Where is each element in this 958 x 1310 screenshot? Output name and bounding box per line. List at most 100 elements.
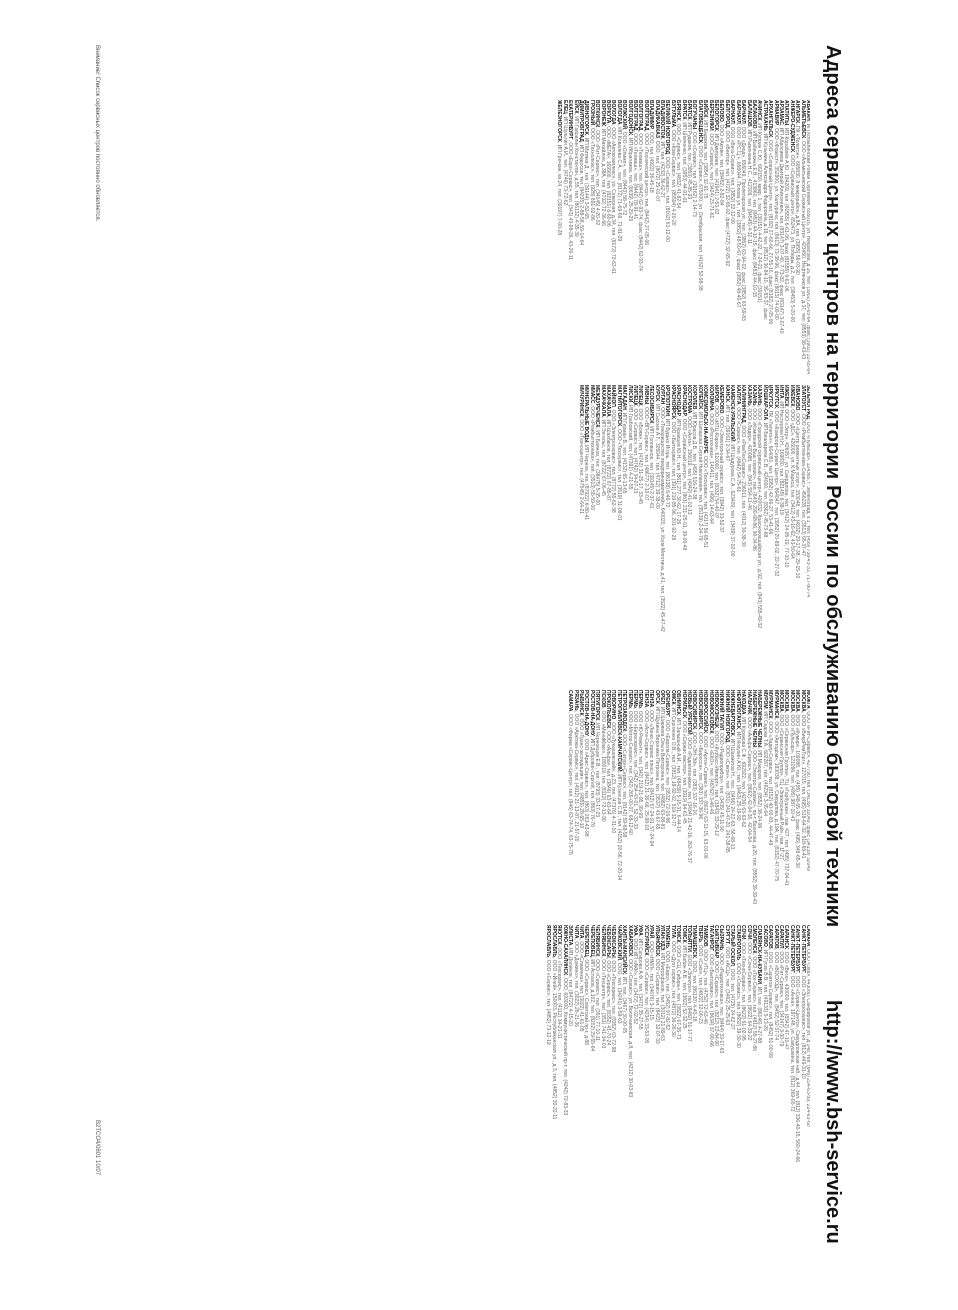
entry-details: , ИП Ибрагимов, тел. (8639) 25-29-29	[626, 135, 633, 222]
city-name: НАБЕРЕЖНЫЕ ЧЕЛНЫ	[756, 690, 763, 748]
city-name: МУРМАНСК	[772, 690, 779, 719]
city-name: КИРОВ	[713, 385, 720, 403]
entry-details: , ИП Баянов, тел. (38475) 5-35-00	[594, 427, 601, 506]
entry-details: , ООО «Р.С.Ц.», 656044, Попова ул., тел.…	[734, 123, 741, 308]
city-name: ВОЛОГДА	[615, 100, 622, 125]
entry-details: , ООО «Бытсервис», тел. (391) 219-85-96,…	[669, 418, 676, 541]
city-name: ВОЛОГДА	[610, 100, 617, 125]
entry-details: , ООО «Форест», 352900, ул. Халтурина, т…	[772, 125, 779, 320]
entry-details: , ООО «Вояж», тел. (4742) 31-25-17, 33-4…	[637, 405, 644, 505]
entry-details: , ООО «Евро», тел. (3452) 97-82-52	[664, 947, 671, 1031]
city-name: СОЧИ	[745, 925, 752, 940]
entry-details: , ООО «Аста-Сервис», тел. (8412) 21-36-6…	[642, 707, 649, 831]
city-name: БОГУЧАНЫ	[691, 100, 698, 130]
entry-details: , ООО «Саратов-Сервис», тел. (8452) 51-0…	[767, 948, 774, 1058]
city-name: НОВЫЙ УРЕНГОЙ	[686, 690, 693, 735]
entry-details: , ООО «Олимп», тел. (8443) 58-75-72	[621, 129, 628, 216]
city-name: СОЧИ	[740, 925, 747, 940]
city-name: АНЖЕРО-СУДЖЕНСК	[788, 100, 795, 152]
city-name: ЕЛЕЦ	[561, 100, 568, 114]
entry-details: , ООО «Вега-Сервис», тел. (3852) 22-12-0…	[729, 123, 736, 224]
entry-details: , ООО «Сервис», тел. (4832) 41-82-54	[675, 120, 682, 209]
city-name: АПАТИТЫ	[783, 100, 790, 126]
entry-details: , ИП Митрофанов, тел. (3012) 21-89-63	[659, 950, 666, 1041]
city-name: МАХАЧКАЛА	[599, 385, 606, 417]
city-name: МИНЕРАЛЬНЫЕ ВОДЫ	[583, 385, 590, 443]
city-name: МИАСС	[588, 385, 595, 404]
entry-details: , ООО «Рембыттехника», тел. (3513) 55-59…	[588, 403, 595, 511]
city-name: ПЕРМЬ	[637, 690, 644, 708]
entry-details: , ООО «Арктика-Сервис», тел. (4912) 21-1…	[572, 710, 579, 842]
entry-details: , ИП Будько Игорь, тел. (86138) 6-46-72	[664, 416, 671, 508]
city-name: ЧЕБОКСАРЫ	[610, 925, 617, 958]
city-name: ЗЕЛЕНОГРАД	[805, 385, 810, 419]
entry-details: , ИП Дубровин Сергей, тел. (863) 76-76	[588, 735, 595, 827]
entry-details: , ИП Рыженкина Н.С., 412309, тел. (84545…	[745, 126, 752, 245]
entry-details: , ООО «Радиотехника», тел. (8464) 33-17-…	[718, 950, 725, 1054]
city-name: БАРНАУЛ	[740, 100, 747, 124]
city-name: УРАЙ	[648, 925, 655, 939]
entry-details: , ИП Сергеенко О.В., тел. (3812) 19-92-0…	[669, 704, 676, 827]
city-name: БИЙСК	[702, 100, 709, 118]
city-name: ТИМАШЕВСК	[691, 925, 698, 958]
column-3: МОЖГА, ООО «Рит-Сервис», 427790, тел. (3…	[100, 690, 810, 918]
entry-details: , ООО «ВиерРемТорг», 127015, тел. (495) …	[799, 711, 806, 859]
city-name: ХАБАРОВСК	[626, 925, 633, 957]
document-code: B2TCO4/0801 10/07	[94, 1120, 100, 1176]
city-name: РЯЗАНЬ	[572, 690, 579, 711]
entry-details: , ИП Бабешкина Е.В., 413860, тел. (8453)…	[750, 128, 757, 298]
entry-details: , ООО «Ю-Ремонт», тел. (342) 219-21-95, …	[637, 707, 644, 818]
entry-details: , ООО ИП «АКК», тел. (3472) 72-02-52	[632, 935, 638, 1025]
entry-details: , ИП Долинов, тел. (84722) 4-15-20	[567, 945, 574, 1026]
entry-details: , ООО «ДС», 426000, ул. К.Маркса, тел. (…	[788, 406, 795, 559]
entry-details: , ООО «Ком-Сервис», тел. (85594) 4-20-20	[669, 127, 676, 226]
city-name: ТАГАНРОГ	[707, 925, 714, 952]
city-name: ЭЛИСТА	[567, 925, 574, 946]
city-name: ДИВНОГОРСК	[583, 100, 590, 135]
entry-details: , ИП, тел. (86146) 4-27-88	[756, 984, 763, 1044]
entry-details: , ООО «Ростехника», 140411, тел. (496) 1…	[707, 410, 714, 524]
entry-details: , ООО «Техмаш», тел. (8442) 62-93-74, фа…	[637, 130, 644, 271]
entry-details: , ИП Дмитриев, тел. (41641) 2-53-02	[713, 130, 720, 215]
entry-details: , ИП, тел. (39161) 2-34-67	[723, 401, 730, 462]
city-name: ЯКУТСК	[556, 925, 563, 945]
entry-details: , ООО «Техцентр», тел. (351) 741-34-03	[599, 956, 606, 1049]
city-name: ЧЕЛЯБИНСК	[594, 925, 601, 957]
city-name: МОСКВА	[799, 690, 806, 712]
city-name: ВОЛГОДОНСК	[626, 100, 633, 136]
entry-details: , ООО «Сервис», тел. (3424) 23-71-61	[707, 130, 714, 219]
entry-details: , ООО «Вега», 430000, тел. (8342) 47-10-…	[783, 948, 790, 1050]
city-name: НИЖНИЙ ТАГИЛ	[718, 690, 725, 731]
city-name: ТОЛЬЯТТИ	[686, 925, 693, 952]
city-name: ИНТА	[777, 385, 784, 399]
city-name: УЛЬЯНОВСК	[653, 925, 660, 957]
entry-details: , ООО «Сервис», тел. (351) 77-10-11	[594, 956, 601, 1041]
city-name: НИЖНЕВАРТОВСК	[729, 690, 736, 736]
entry-details: , ООО «Сервисный Центр», тел. (8182) 27-…	[767, 137, 774, 325]
entry-details: , ИП Сысоев А.Г., 305044, тел. (4712) 39…	[653, 401, 660, 509]
entry-details: , ИП Ковалева С.А., тел. (8172) 71-69-69…	[615, 124, 622, 242]
page-title: Адреса сервисных центров на территории Р…	[822, 45, 844, 928]
entry-details: , ООО «Актив», тел. (38452) 2-82-84	[718, 121, 725, 206]
city-name: ВЛАДИКАВКАЗ	[653, 100, 660, 139]
entry-details: , ИП, тел. (4232) 36-62-27	[659, 138, 666, 198]
entry-details: , ООО «Сервис», тел. (8422) 32-07-33	[653, 956, 660, 1044]
city-name: КАНСК	[723, 385, 730, 402]
entry-details: , ООО «Сервисный центр», тел. (861) 231-…	[680, 416, 687, 551]
entry-details: , ПК «Телетон», 664081, тел. (3952) 42-6…	[767, 407, 774, 535]
entry-details: , ИП Ширяева Ольга Викторовна, тел. (486…	[659, 704, 666, 830]
city-name: КРАСНОДАР	[680, 385, 687, 416]
entry-details: , ИП Щукина Вероника Петровна, тел. (353…	[653, 703, 660, 830]
city-name: ПЕНЗА	[648, 690, 655, 708]
city-name: РЫБИНСК	[577, 690, 584, 716]
entry-details: , ИП Шульгин А.И., тел. (4746) 73-72-62	[561, 113, 568, 206]
website-url[interactable]: http://www.bsh-service.ru	[822, 1000, 844, 1244]
entry-details: , ООО «Вектор», тел. (4722) 32-65-92, фа…	[723, 127, 730, 267]
city-name: БЕЛОГОРСК	[713, 100, 720, 131]
city-name: ПЕТРОЗАВОДСК	[621, 690, 628, 732]
entry-details: , ООО «РемТехСервис», 236011, тел. (4012…	[740, 422, 747, 547]
entry-details: , ИП Шахметов Н., тел. (3466) 24-22-63, …	[729, 735, 736, 850]
city-name: УФА	[637, 925, 644, 936]
entry-details: , ООО «ВП-Сервис», тел. (48677) 2-10-07	[642, 404, 649, 501]
